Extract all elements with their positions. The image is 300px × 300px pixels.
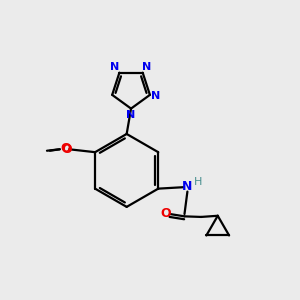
Text: O: O bbox=[161, 207, 171, 220]
Text: O: O bbox=[61, 143, 72, 156]
Text: H: H bbox=[194, 177, 202, 187]
Text: N: N bbox=[126, 110, 135, 120]
Text: N: N bbox=[151, 91, 160, 101]
Text: N: N bbox=[182, 180, 193, 193]
Text: N: N bbox=[110, 62, 120, 73]
Text: N: N bbox=[142, 62, 151, 73]
Text: O: O bbox=[61, 142, 71, 155]
